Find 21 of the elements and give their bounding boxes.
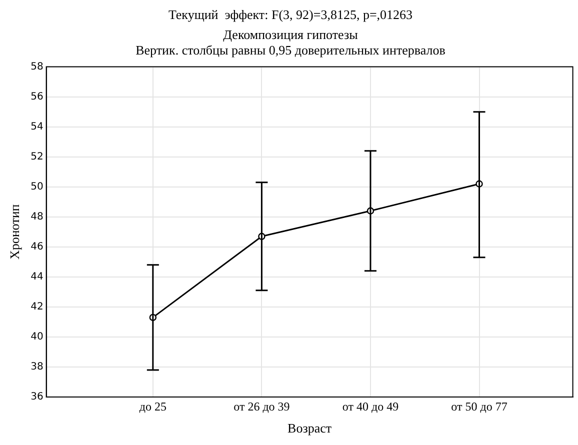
y-tick-label: 42	[30, 302, 44, 313]
x-tick-label: от 50 до 77	[451, 399, 508, 414]
y-tick-label: 44	[30, 272, 44, 283]
y-tick-label: 58	[30, 61, 44, 72]
chart-subtitle: Декомпозиция гипотезы	[223, 26, 358, 42]
x-tick-label: от 26 до 39	[234, 399, 290, 414]
y-tick-label: 46	[30, 242, 44, 253]
y-tick-label: 36	[30, 392, 44, 403]
y-tick-label: 40	[30, 332, 44, 343]
x-tick-label: от 40 до 49	[342, 399, 399, 414]
x-axis-title: Возраст	[288, 420, 332, 436]
y-tick-label: 50	[30, 181, 44, 192]
chart-title: Текущий эффект: F(3, 92)=3,8125, p=,01263	[168, 7, 413, 22]
y-tick-label: 52	[30, 151, 44, 162]
y-axis-title: Хронотип	[7, 204, 22, 260]
y-tick-label: 56	[30, 91, 44, 102]
y-tick-label: 38	[30, 362, 44, 373]
y-tick-label: 48	[30, 211, 44, 222]
x-tick-label: до 25	[139, 399, 166, 414]
text: Вертик. столбцы равны 0,95 доверительных интервалов	[136, 42, 446, 58]
y-tick-label: 54	[30, 121, 44, 132]
